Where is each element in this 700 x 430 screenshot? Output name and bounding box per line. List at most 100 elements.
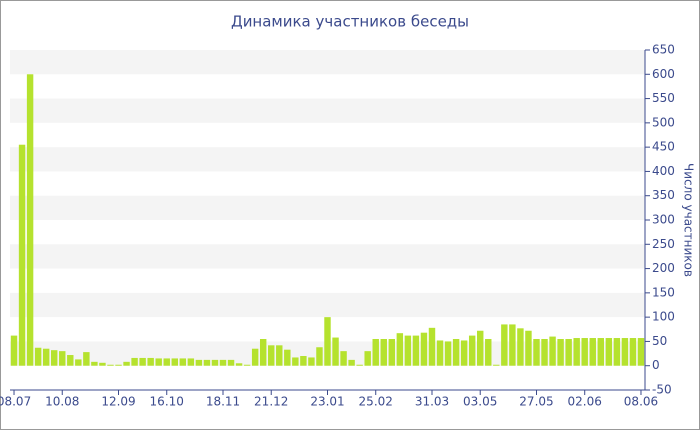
bar [613, 338, 621, 366]
bar [195, 359, 203, 366]
y-tick-label: -50 [652, 383, 672, 397]
bar [211, 359, 219, 366]
bar [428, 327, 436, 366]
bar [235, 363, 243, 366]
bar [171, 358, 178, 366]
bar [597, 338, 605, 366]
bar [67, 355, 74, 366]
bar [155, 358, 162, 366]
bar [525, 330, 532, 366]
bar [621, 338, 629, 366]
bar [243, 364, 251, 366]
bar [485, 339, 492, 366]
bar [605, 338, 613, 366]
grid-band [10, 50, 645, 75]
y-tick-label: 500 [652, 115, 675, 129]
bar [372, 339, 379, 366]
bar [268, 345, 275, 366]
bar [123, 361, 130, 366]
bar [501, 324, 508, 366]
x-tick-label: 03.05 [463, 395, 497, 409]
bar [59, 351, 66, 366]
y-tick-label: 350 [652, 188, 675, 202]
bar [99, 362, 106, 366]
chart-title: Динамика участников беседы [231, 13, 469, 31]
y-tick-label: 600 [652, 67, 675, 81]
y-tick-label: 300 [652, 213, 675, 227]
bar [91, 361, 98, 366]
bar [131, 357, 138, 366]
bar [517, 328, 524, 366]
bar [139, 357, 146, 366]
x-tick-label: 08.07 [0, 395, 31, 409]
bar [187, 358, 195, 366]
y-axis-label: Число участников [682, 163, 696, 277]
grid-band [10, 244, 645, 269]
bar [179, 358, 187, 366]
x-tick-label: 10.08 [45, 395, 79, 409]
bar [50, 350, 58, 366]
x-tick-label: 08.06 [624, 395, 658, 409]
bar [324, 317, 331, 366]
y-tick-label: 400 [652, 164, 675, 178]
y-tick-label: 0 [652, 358, 660, 372]
bar [18, 144, 26, 366]
bar [219, 359, 227, 366]
bar [396, 333, 404, 366]
bar [452, 339, 460, 366]
bar [541, 339, 548, 366]
x-tick-label: 25.02 [359, 395, 393, 409]
bar [509, 324, 516, 366]
y-tick-label: 150 [652, 285, 675, 299]
x-tick-label: 27.05 [519, 395, 553, 409]
bar [348, 359, 355, 366]
bar [83, 352, 90, 366]
bar [259, 339, 267, 366]
bar [107, 364, 114, 366]
bar [316, 347, 323, 366]
bar [115, 364, 122, 366]
bar [308, 357, 315, 366]
bar [300, 356, 307, 366]
bar [388, 339, 396, 366]
bar [581, 338, 588, 366]
grid-band [10, 98, 645, 123]
bar [332, 337, 339, 366]
bar [629, 338, 637, 366]
bar [380, 339, 387, 366]
bar [34, 347, 42, 366]
x-tick-label: 21.12 [254, 395, 288, 409]
bar [444, 341, 452, 366]
bar [589, 338, 596, 366]
bar [147, 357, 154, 366]
bar [10, 335, 18, 366]
y-tick-label: 550 [652, 91, 675, 105]
y-tick-label: 450 [652, 140, 675, 154]
bar [436, 340, 444, 366]
grid-band [10, 292, 645, 318]
bar [42, 348, 50, 366]
x-tick-label: 16.10 [150, 395, 184, 409]
x-tick-label: 02.06 [568, 395, 602, 409]
grid-band [10, 195, 645, 220]
bar [203, 359, 211, 366]
bar [468, 335, 476, 366]
x-tick-label: 18.11 [206, 395, 240, 409]
y-tick-label: 200 [652, 261, 675, 275]
bar [420, 332, 428, 366]
bar [163, 358, 170, 366]
bar [364, 351, 371, 366]
bar [412, 335, 420, 366]
bar [460, 340, 468, 366]
bar [284, 349, 291, 366]
bar [493, 364, 500, 366]
x-tick-label: 12.09 [101, 395, 135, 409]
bar [227, 359, 235, 366]
y-tick-label: 650 [652, 43, 675, 57]
bar [573, 338, 580, 366]
bar [533, 339, 540, 366]
bar [251, 348, 259, 366]
x-tick-label: 31.03 [415, 395, 449, 409]
y-tick-label: 50 [652, 334, 667, 348]
